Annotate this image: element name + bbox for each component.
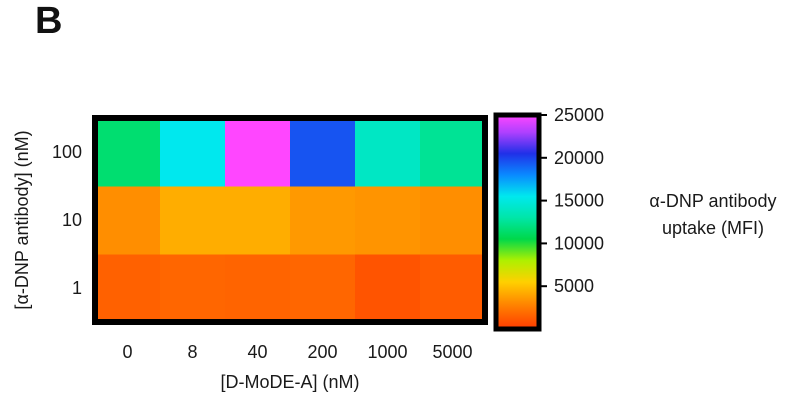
x-tick-label: 0 [122,342,132,362]
heatmap-cell [95,186,161,255]
colorbar-gradient [496,115,539,329]
heatmap-cell [160,118,226,187]
heatmap-cells [95,118,486,323]
colorbar-title-line-2: uptake (MFI) [662,218,764,238]
heatmap-cell [355,186,421,255]
colorbar-tick-label: 5000 [554,276,594,296]
heatmap-cell [290,118,356,187]
y-axis-ticks: 1 10 100 [52,142,82,298]
heatmap-cell [420,118,486,187]
heatmap-cell [355,254,421,323]
heatmap-cell [420,186,486,255]
colorbar-frame [493,112,542,332]
y-tick-label: 1 [72,278,82,298]
heatmap-cell [225,254,291,323]
heatmap-cell [355,118,421,187]
heatmap-cell [160,254,226,323]
colorbar-title-line-1: α-DNP antibody [649,191,776,211]
x-tick-label: 1000 [367,342,407,362]
heatmap-cell [225,118,291,187]
heatmap-cell [420,254,486,323]
x-axis-ticks: 0 8 40 200 1000 5000 [122,342,472,362]
panel-label: B [35,0,63,42]
x-axis-title: [D-MoDE-A] (nM) [221,372,360,392]
y-tick-label: 100 [52,142,82,162]
heatmap-cell [290,254,356,323]
y-tick-label: 10 [62,210,82,230]
x-tick-label: 8 [187,342,197,362]
colorbar-tick-label: 25000 [554,105,604,125]
colorbar-tick-label: 15000 [554,191,604,211]
x-tick-label: 5000 [432,342,472,362]
plot-frame [92,115,488,325]
x-tick-label: 40 [247,342,267,362]
heatmap-cell [95,254,161,323]
heatmap-cell [225,186,291,255]
colorbar-tick-label: 10000 [554,233,604,253]
heatmap-cell [290,186,356,255]
x-tick-label: 200 [307,342,337,362]
y-axis-title: [α-DNP antibody] (nM) [12,130,32,309]
colorbar-ticks: 5000 10000 15000 20000 25000 [539,105,604,296]
colorbar-tick-label: 20000 [554,148,604,168]
heatmap-cell [95,118,161,187]
heatmap-cell [160,186,226,255]
